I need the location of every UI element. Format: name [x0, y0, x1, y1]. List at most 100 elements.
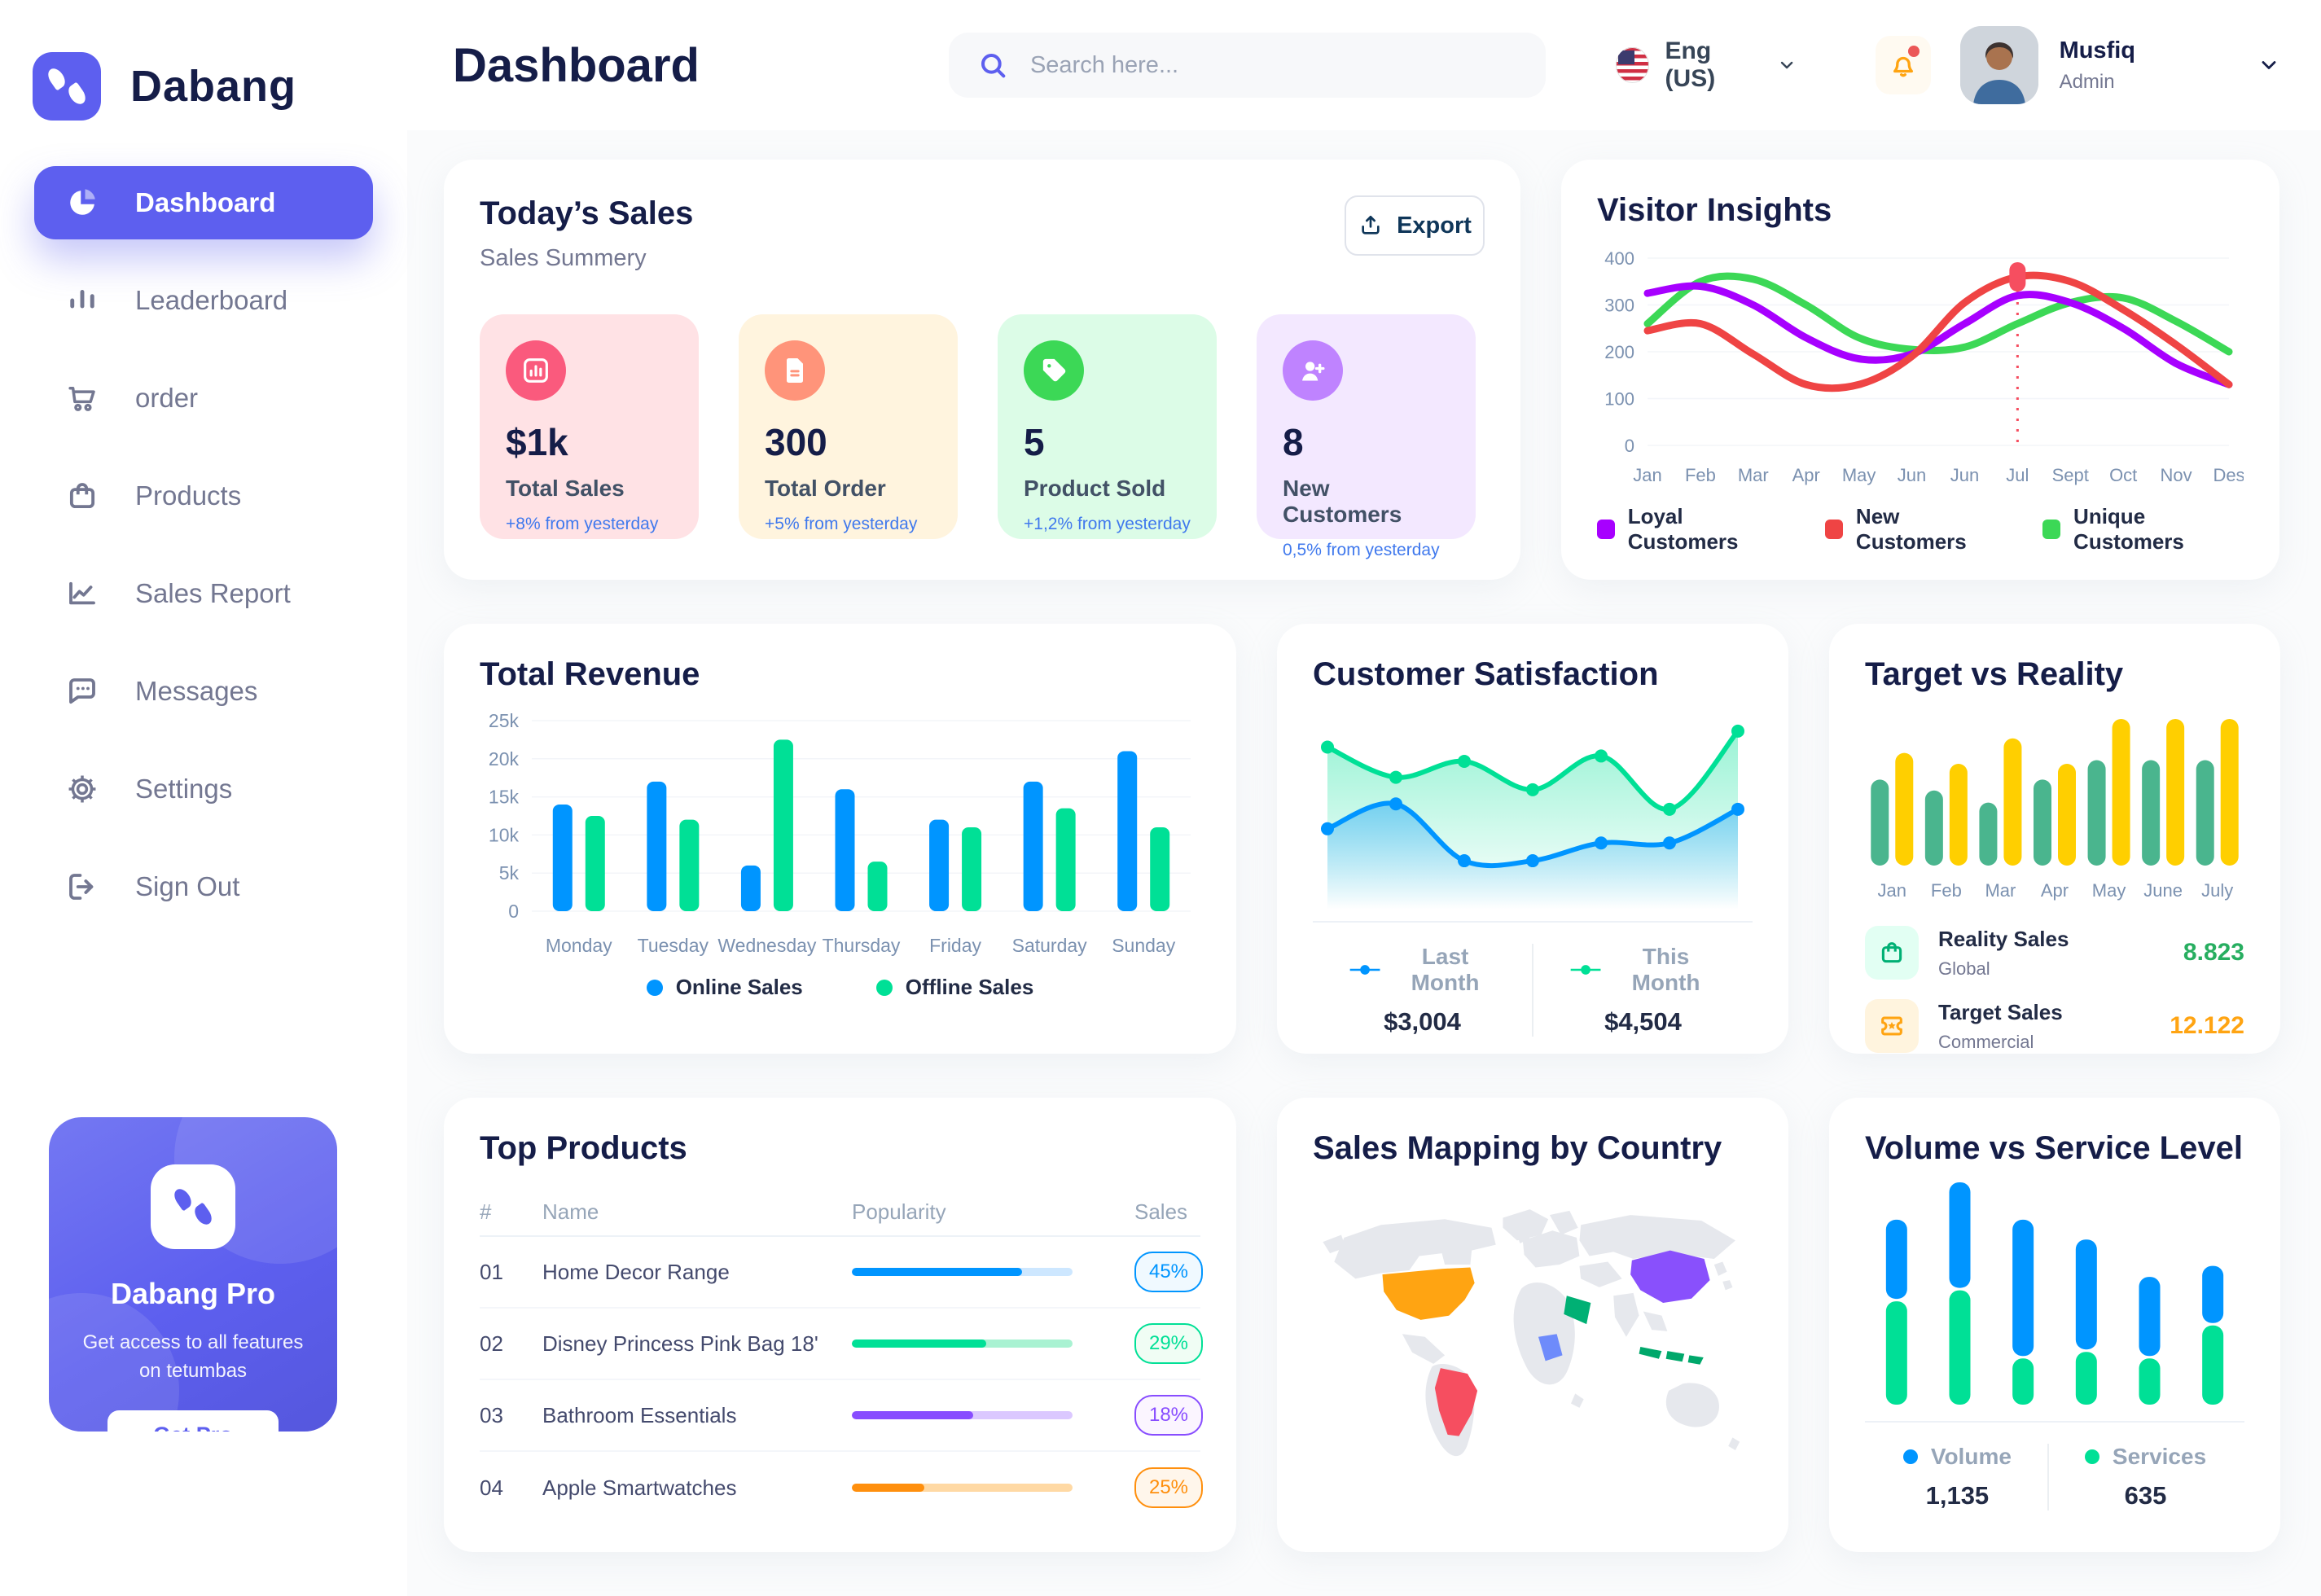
- chevron-down-icon: [1781, 61, 1793, 69]
- sidebar-item-messages[interactable]: Messages: [34, 655, 373, 728]
- stat-new-customers: 8 New Customers 0,5% from yesterday: [1257, 314, 1476, 559]
- country-dr-congo: [1538, 1334, 1563, 1361]
- language-selector[interactable]: Eng (US): [1615, 37, 1797, 93]
- sidebar-item-label: Sign Out: [135, 871, 240, 901]
- country-china: [1630, 1250, 1710, 1303]
- svg-text:July: July: [2201, 880, 2233, 901]
- svg-text:Sunday: Sunday: [1112, 935, 1176, 956]
- bell-icon: [1893, 56, 1913, 77]
- svg-text:Thursday: Thursday: [823, 935, 901, 956]
- stat-trend: 0,5% from yesterday: [1283, 541, 1440, 559]
- svg-text:10k: 10k: [489, 824, 520, 845]
- sidebar-item-leaderboard[interactable]: Leaderboard: [34, 264, 373, 337]
- volume-service-title: Volume vs Service Level: [1865, 1130, 2243, 1166]
- svg-text:Jun: Jun: [1950, 465, 1979, 485]
- sales-badge: 29%: [1134, 1323, 1203, 1364]
- legend-loyal-customers: Loyal Customers: [1597, 504, 1783, 555]
- svg-text:15k: 15k: [489, 787, 520, 808]
- brand: Dabang: [0, 33, 407, 129]
- popularity-bar: [852, 1411, 1073, 1419]
- svg-text:Jul: Jul: [2006, 465, 2029, 485]
- sidebar-item-label: Leaderboard: [135, 285, 288, 315]
- sidebar-item-products[interactable]: Products: [34, 459, 373, 533]
- sidebar: Dabang Dashboard Leaderboard order Produ…: [0, 0, 407, 1596]
- user-meta: Musfiq Admin: [2060, 37, 2135, 94]
- notification-dot: [1907, 46, 1920, 57]
- stat-value: 8: [1283, 421, 1304, 463]
- stat-value: 5: [1024, 421, 1045, 463]
- line-dot-marker: [1349, 965, 1380, 975]
- sidebar-item-order[interactable]: order: [34, 362, 373, 435]
- today-sales-subtitle: Sales Summery: [480, 245, 647, 271]
- visitor-insights-chart: 0 100 200 300 400 Jan Feb Mar Apr May Jun Jun Jul Sep…: [1597, 240, 2244, 491]
- line-chart-icon: [69, 581, 95, 605]
- svg-text:Feb: Feb: [1685, 465, 1716, 485]
- reality-sales-row: Reality Sales Global 8.823: [1865, 926, 2244, 980]
- top-products-table: # Name Popularity Sales 01 Home Decor Ra…: [480, 1188, 1203, 1524]
- divider: [1865, 1421, 2244, 1423]
- visitor-insights-title: Visitor Insights: [1597, 192, 1832, 228]
- stat-total-sales: $1k Total Sales +8% from yesterday: [480, 314, 699, 539]
- customer-satisfaction-title: Customer Satisfaction: [1313, 656, 1659, 692]
- target-vs-reality-title: Target vs Reality: [1865, 656, 2124, 692]
- stat-cards: $1k Total Sales +8% from yesterday 300 T…: [480, 314, 1485, 559]
- notifications-button[interactable]: [1875, 36, 1931, 94]
- target-sales-label: Target Sales: [1938, 999, 2063, 1024]
- user-name: Musfiq: [2059, 37, 2135, 64]
- search-input[interactable]: [1029, 51, 1518, 79]
- total-revenue-legend: Online Sales Offline Sales: [480, 975, 1200, 1000]
- svg-text:Saturday: Saturday: [1012, 935, 1088, 956]
- svg-text:Jan: Jan: [1633, 465, 1661, 485]
- stat-trend: +1,2% from yesterday: [1024, 515, 1191, 533]
- table-row: 01 Home Decor Range 45%: [480, 1237, 1203, 1309]
- reality-sales-label: Reality Sales: [1938, 926, 2069, 951]
- country-brazil: [1434, 1368, 1478, 1436]
- pie-chart-icon: [70, 189, 95, 215]
- export-icon: [1362, 216, 1380, 235]
- sidebar-item-label: order: [135, 383, 199, 413]
- stat-value: $1k: [506, 421, 568, 463]
- table-row: 04 Apple Smartwatches 25%: [480, 1452, 1203, 1524]
- stat-label: New Customers: [1283, 476, 1402, 527]
- target-sales-value: 12.122: [2170, 1012, 2244, 1039]
- target-sales-row: Target Sales Commercial 12.122: [1865, 999, 2244, 1053]
- stat-value: 300: [765, 421, 827, 463]
- row-1: Today’s Sales Sales Summery Export: [444, 160, 2280, 580]
- legend-online-sales: Online Sales: [646, 975, 803, 1000]
- top-products-card: Top Products # Name Popularity Sales 01 …: [444, 1098, 1236, 1552]
- legend-dot: [2084, 1449, 2099, 1464]
- table-row: 03 Bathroom Essentials 18%: [480, 1380, 1203, 1452]
- profile-menu[interactable]: Musfiq Admin: [1959, 26, 2280, 104]
- popularity-bar: [852, 1340, 1073, 1348]
- legend-unique-customers: Unique Customers: [2042, 504, 2244, 555]
- table-row: 02 Disney Princess Pink Bag 18' 29%: [480, 1309, 1203, 1380]
- sidebar-item-sign-out[interactable]: Sign Out: [34, 850, 373, 923]
- legend-swatch: [1597, 520, 1615, 539]
- row-3: Top Products # Name Popularity Sales 01 …: [444, 1098, 2280, 1552]
- brand-name: Dabang: [130, 62, 297, 111]
- us-flag-icon: [1615, 47, 1649, 83]
- page-title: Dashboard: [453, 38, 700, 92]
- reality-sales-value: 8.823: [2183, 939, 2244, 966]
- volume-service-chart: [1865, 1178, 2244, 1410]
- top-products-title: Top Products: [480, 1130, 687, 1166]
- promo-title: Dabang Pro: [110, 1277, 276, 1310]
- visitor-insights-legend: Loyal Customers New Customers Unique Cus…: [1597, 504, 2244, 555]
- export-button[interactable]: Export: [1345, 195, 1485, 256]
- total-revenue-chart: 0 5k 10k 15k 20k 25k Monday Tuesday Wednesday Thu…: [480, 704, 1200, 962]
- legend-last-month: Last Month $3,004: [1313, 944, 1532, 1037]
- sidebar-item-settings[interactable]: Settings: [34, 752, 373, 826]
- sidebar-item-dashboard[interactable]: Dashboard: [34, 166, 373, 239]
- promo-card: Dabang Pro Get access to all features on…: [49, 1117, 337, 1432]
- sidebar-item-sales-report[interactable]: Sales Report: [34, 557, 373, 630]
- get-pro-button[interactable]: Get Pro: [107, 1410, 279, 1432]
- svg-text:Mar: Mar: [1985, 880, 2016, 901]
- svg-text:0: 0: [1625, 436, 1634, 456]
- line-dot-marker: [1570, 965, 1601, 975]
- ticket-icon: [1865, 999, 1919, 1053]
- sales-mapping-title: Sales Mapping by Country: [1313, 1130, 1722, 1166]
- popularity-bar: [852, 1268, 1073, 1276]
- sidebar-item-label: Settings: [135, 774, 233, 804]
- svg-text:Mar: Mar: [1738, 465, 1769, 485]
